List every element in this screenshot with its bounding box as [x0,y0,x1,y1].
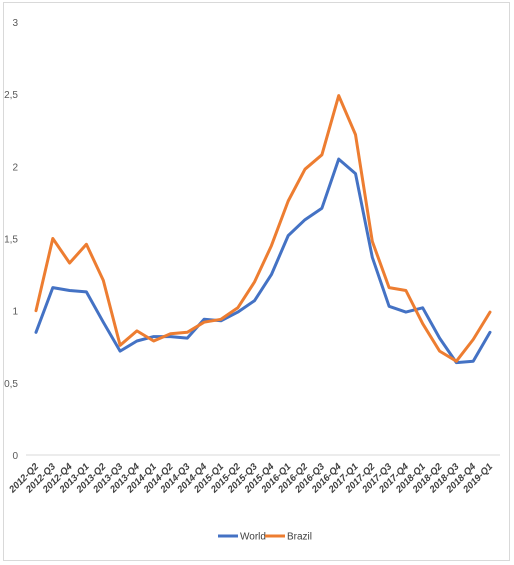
y-axis: 0 0,5 1 1,5 2 2,5 3 [4,18,18,462]
y-tick-label: 1 [12,307,18,318]
series-line-brazil [34,94,492,363]
x-axis: 2012-Q22012-Q32012-Q42013-Q12013-Q22013-… [6,461,495,496]
y-tick-label: 3 [12,18,18,29]
y-tick-label: 0 [12,451,18,462]
plot-area [34,94,492,365]
legend-label: World [240,532,266,543]
chart-frame [3,2,510,561]
y-tick-label: 2,5 [4,90,18,101]
y-tick-label: 0,5 [4,379,18,390]
y-tick-label: 2 [12,162,18,173]
legend-label: Brazil [287,532,312,543]
legend: World Brazil [218,532,312,543]
y-tick-label: 1,5 [4,235,18,246]
